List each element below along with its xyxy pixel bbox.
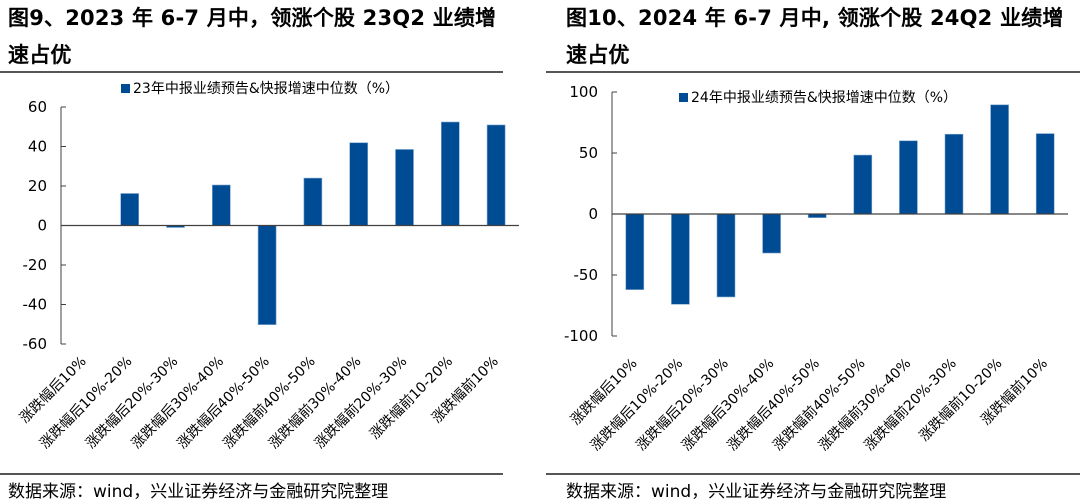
bar bbox=[349, 142, 369, 226]
data-source-note: 数据来源：wind，兴业证券经济与金融研究院整理 bbox=[8, 482, 389, 502]
x-category-label: 涨跌幅前10-20% bbox=[366, 353, 456, 443]
bar bbox=[944, 133, 964, 215]
bar bbox=[671, 213, 690, 305]
title-divider bbox=[546, 71, 1080, 73]
figure-title: 图10、2024 年 6-7 月中, 领涨个股 24Q2 业绩增 速占优 bbox=[566, 0, 1076, 74]
figure-title: 图9、2023 年 6-7 月中，领涨个股 23Q2 业绩增 速占优 bbox=[8, 0, 508, 74]
y-tick-label: 50 bbox=[579, 144, 598, 162]
bar bbox=[899, 140, 918, 215]
bar bbox=[625, 213, 645, 290]
y-tick-label: -40 bbox=[23, 296, 48, 314]
legend: 24年中报业绩预告&快报增速中位数（%） bbox=[679, 90, 957, 106]
bar bbox=[486, 124, 506, 226]
y-tick-label: 100 bbox=[569, 83, 598, 101]
bar bbox=[303, 177, 323, 226]
bar bbox=[716, 213, 736, 298]
source-divider bbox=[0, 473, 503, 475]
bar bbox=[1035, 133, 1055, 215]
bar bbox=[257, 225, 277, 325]
data-source-note: 数据来源：wind，兴业证券经济与金融研究院整理 bbox=[566, 482, 947, 502]
figure-10-panel: 图10、2024 年 6-7 月中, 领涨个股 24Q2 业绩增 速占优 -10… bbox=[540, 0, 1080, 504]
bar bbox=[120, 193, 139, 226]
bar bbox=[440, 121, 460, 226]
y-tick-label: -50 bbox=[574, 266, 599, 284]
bar bbox=[853, 154, 873, 215]
bar bbox=[990, 104, 1009, 215]
bar-chart-24q2: -100-50050100涨跌幅后10%涨跌幅后10%-20%涨跌幅后20%-3… bbox=[564, 83, 1068, 454]
legend-swatch bbox=[121, 84, 130, 93]
title-line-2: 速占优 bbox=[566, 43, 630, 67]
y-tick-label: 0 bbox=[37, 217, 47, 235]
bar-chart-23q2: -60-40-200204060涨跌幅后10%涨跌幅后10%-20%涨跌幅后20… bbox=[17, 81, 519, 452]
title-line-1: 图10、2024 年 6-7 月中, 领涨个股 24Q2 业绩增 bbox=[566, 6, 1064, 30]
y-tick-label: -60 bbox=[23, 335, 48, 353]
legend: 23年中报业绩预告&快报增速中位数（%） bbox=[121, 81, 399, 97]
title-divider bbox=[0, 71, 503, 73]
source-divider bbox=[546, 473, 1080, 475]
legend-label: 23年中报业绩预告&快报增速中位数（%） bbox=[133, 81, 399, 97]
bar bbox=[212, 184, 231, 226]
y-tick-label: 0 bbox=[588, 205, 598, 223]
title-line-2: 速占优 bbox=[8, 43, 72, 67]
figure-9-panel: 图9、2023 年 6-7 月中，领涨个股 23Q2 业绩增 速占优 -60 -4… bbox=[0, 0, 519, 502]
bar bbox=[762, 213, 781, 254]
legend-label: 24年中报业绩预告&快报增速中位数（%） bbox=[691, 90, 957, 106]
bar bbox=[395, 149, 414, 226]
y-tick-label: 20 bbox=[28, 177, 47, 195]
y-tick-label: 40 bbox=[28, 138, 47, 156]
x-category-label: 涨跌幅前10-20% bbox=[916, 355, 1006, 445]
legend-swatch bbox=[679, 93, 688, 102]
y-tick-label: -20 bbox=[23, 256, 48, 274]
y-tick-label: 60 bbox=[28, 98, 47, 116]
y-tick-label: -100 bbox=[564, 327, 598, 345]
title-line-1: 图9、2023 年 6-7 月中，领涨个股 23Q2 业绩增 bbox=[8, 6, 497, 30]
